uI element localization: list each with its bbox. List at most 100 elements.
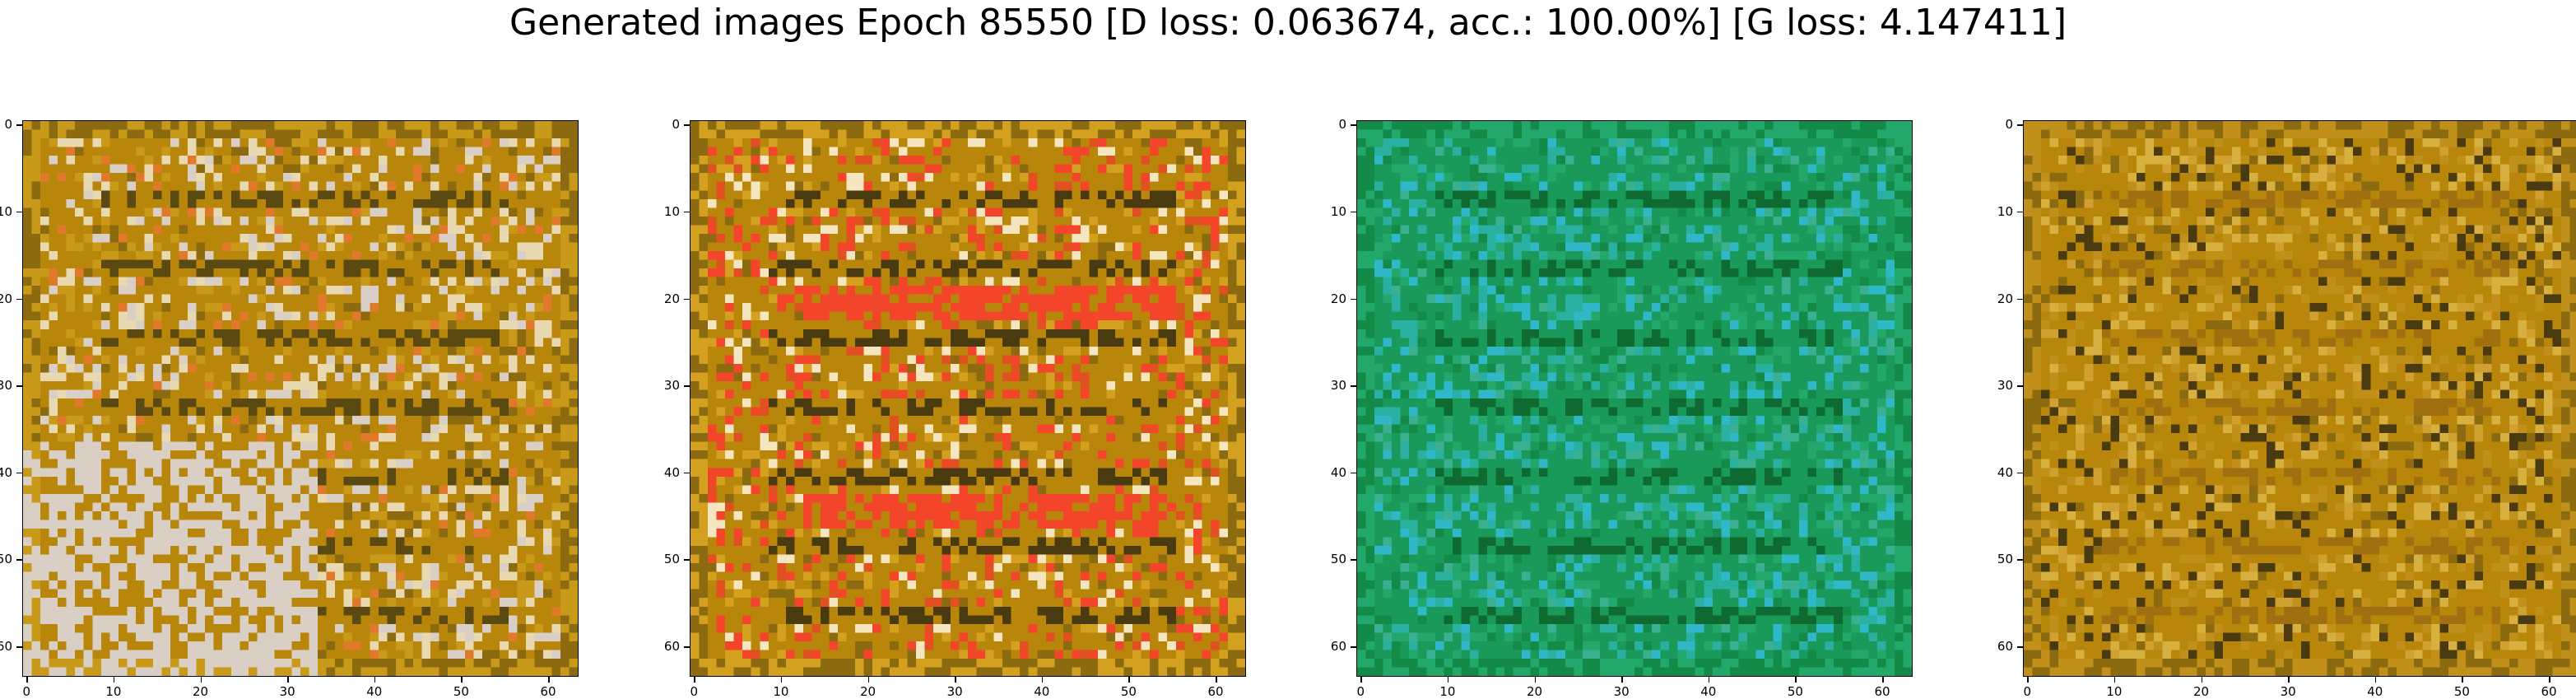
x-tick-mark xyxy=(287,677,289,683)
y-tick-mark xyxy=(684,472,690,474)
x-tick-mark xyxy=(694,677,695,683)
x-tick-mark xyxy=(374,677,376,683)
y-tick-mark xyxy=(16,559,22,561)
x-tick-mark xyxy=(1795,677,1797,683)
x-tick-label: 10 xyxy=(2106,684,2123,699)
y-tick-label: 30 xyxy=(1330,378,1346,394)
x-tick-mark xyxy=(200,677,202,683)
x-tick-label: 30 xyxy=(1613,684,1630,699)
y-tick-mark xyxy=(2017,298,2023,301)
y-tick-mark xyxy=(1351,559,1356,561)
y-tick-mark xyxy=(684,646,690,648)
y-tick-label: 20 xyxy=(1997,291,2013,306)
y-tick-mark xyxy=(16,124,22,126)
x-tick-mark xyxy=(2113,677,2116,683)
y-tick-mark xyxy=(684,211,690,213)
y-tick-mark xyxy=(684,559,690,561)
x-tick-label: 50 xyxy=(1120,684,1137,699)
y-tick-label: 50 xyxy=(663,552,680,567)
y-tick-mark xyxy=(1351,385,1356,387)
y-tick-mark xyxy=(2017,124,2023,126)
generated-image-panel-2: 0 0 10 10 20 20 30 30 40 40 50 50 60 60 xyxy=(664,117,1246,699)
x-tick-label: 20 xyxy=(192,684,209,699)
y-tick-mark xyxy=(16,646,22,648)
x-tick-label: 30 xyxy=(279,684,295,699)
y-tick-label: 50 xyxy=(1330,552,1346,567)
y-tick-label: 0 xyxy=(4,117,12,133)
x-tick-mark xyxy=(113,677,115,683)
x-tick-mark xyxy=(1621,677,1623,683)
y-tick-label: 20 xyxy=(0,291,12,306)
x-tick-label: 10 xyxy=(1439,684,1456,699)
y-tick-mark xyxy=(1351,298,1356,301)
y-tick-mark xyxy=(1351,211,1356,213)
y-tick-label: 60 xyxy=(1997,639,2013,655)
x-tick-label: 20 xyxy=(2192,684,2210,699)
x-tick-label: 60 xyxy=(1207,684,1224,699)
x-tick-mark xyxy=(955,677,956,683)
x-tick-label: 10 xyxy=(773,684,789,699)
y-tick-label: 60 xyxy=(663,639,680,655)
y-tick-label: 0 xyxy=(672,117,680,133)
y-tick-mark xyxy=(684,298,690,301)
generated-image-panel-1: 0 0 10 10 20 20 30 30 40 40 50 50 60 60 xyxy=(0,117,579,699)
y-tick-mark xyxy=(1351,472,1356,474)
y-tick-label: 10 xyxy=(1330,203,1346,219)
x-tick-mark xyxy=(780,677,783,683)
x-tick-mark xyxy=(1534,677,1537,683)
y-tick-label: 10 xyxy=(0,203,12,219)
y-tick-mark xyxy=(16,298,22,301)
x-tick-label: 50 xyxy=(1787,684,1803,699)
x-tick-label: 50 xyxy=(2453,684,2470,699)
generated-image-4 xyxy=(2023,120,2576,677)
y-tick-label: 40 xyxy=(0,464,12,480)
x-tick-mark xyxy=(1708,677,1710,683)
x-tick-mark xyxy=(26,677,28,683)
x-tick-label: 30 xyxy=(2280,684,2296,699)
x-tick-label: 40 xyxy=(1034,684,1050,699)
y-tick-label: 10 xyxy=(1997,203,2013,219)
x-tick-mark xyxy=(2288,677,2290,683)
y-tick-mark xyxy=(16,211,22,213)
figure-title: Generated images Epoch 85550 [D loss: 0.… xyxy=(509,2,2067,44)
x-tick-label: 60 xyxy=(1874,684,1890,699)
y-tick-mark xyxy=(2017,559,2023,561)
x-tick-mark xyxy=(1882,677,1884,683)
generated-image-1 xyxy=(22,120,579,677)
y-tick-label: 50 xyxy=(0,552,12,567)
x-tick-label: 0 xyxy=(2023,684,2032,699)
x-tick-label: 30 xyxy=(946,684,963,699)
x-tick-mark xyxy=(461,677,463,683)
y-tick-label: 50 xyxy=(1997,552,2013,567)
y-tick-mark xyxy=(684,385,690,387)
y-tick-mark xyxy=(16,385,22,387)
y-tick-label: 30 xyxy=(0,378,12,394)
x-tick-label: 20 xyxy=(1526,684,1543,699)
x-tick-mark xyxy=(2027,677,2029,683)
y-tick-mark xyxy=(2017,472,2023,474)
y-tick-label: 40 xyxy=(1330,464,1346,480)
x-tick-mark xyxy=(1447,677,1449,683)
y-tick-label: 40 xyxy=(1997,464,2013,480)
y-tick-label: 30 xyxy=(663,378,680,394)
y-tick-mark xyxy=(1351,646,1356,648)
x-tick-mark xyxy=(1360,677,1362,683)
y-tick-mark xyxy=(2017,211,2023,213)
y-tick-label: 20 xyxy=(663,291,680,306)
generated-image-panel-4: 0 0 10 10 20 20 30 30 40 40 50 50 60 60 xyxy=(1997,117,2576,699)
x-tick-label: 40 xyxy=(2367,684,2383,699)
x-tick-label: 10 xyxy=(105,684,122,699)
y-tick-label: 40 xyxy=(663,464,680,480)
x-tick-mark xyxy=(1216,677,1217,683)
x-tick-mark xyxy=(2462,677,2463,683)
x-tick-mark xyxy=(2549,677,2550,683)
y-tick-label: 30 xyxy=(1997,378,2013,394)
x-tick-label: 40 xyxy=(1700,684,1717,699)
x-tick-label: 0 xyxy=(22,684,31,699)
y-tick-label: 20 xyxy=(1330,291,1346,306)
x-tick-mark xyxy=(1041,677,1044,683)
x-tick-mark xyxy=(1128,677,1130,683)
x-tick-label: 60 xyxy=(2541,684,2557,699)
x-tick-mark xyxy=(867,677,870,683)
generated-image-3 xyxy=(1356,120,1913,677)
